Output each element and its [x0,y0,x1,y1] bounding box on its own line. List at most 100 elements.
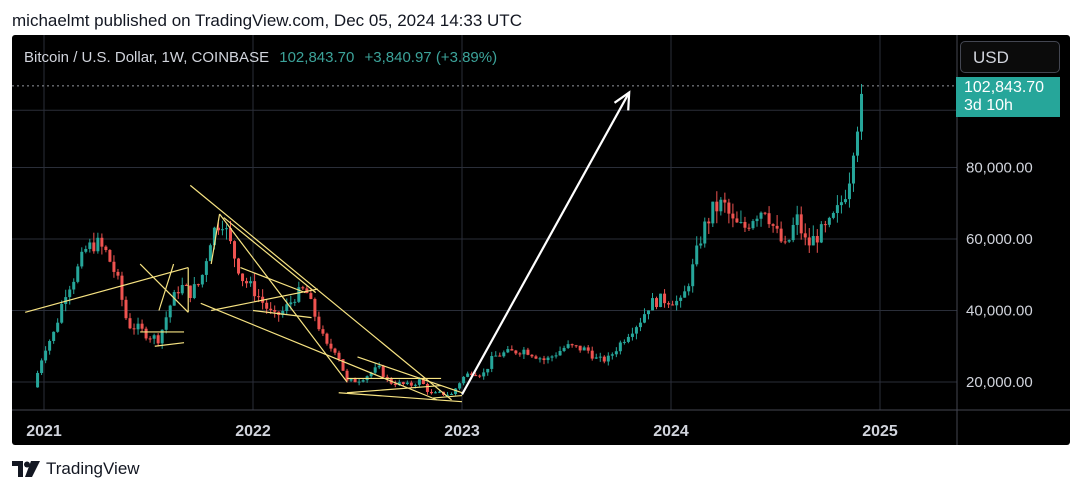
candle-body [634,327,638,334]
candle-body [156,335,160,344]
trendline [200,302,438,401]
trendline [432,394,463,399]
candle-body [638,322,642,328]
candle-body [590,350,594,359]
candle-body [550,356,554,358]
trendline [347,384,442,394]
candle-body [667,303,671,305]
candle-body [598,356,602,358]
candle-body [851,155,855,184]
candle-body [180,284,184,294]
candle-body [148,338,152,340]
candle-body [192,284,196,299]
candle-body [703,221,707,244]
candle-body [265,302,269,309]
candle-body [614,351,618,355]
candle-body [253,281,257,297]
candle-body [763,212,767,214]
candle-body [795,214,799,225]
candle-body [574,345,578,347]
candle-body [373,367,377,373]
candle-body [237,258,241,274]
candle-body [707,221,711,224]
candle-body [100,237,104,247]
candle-body [413,384,417,386]
candle-body [490,356,494,369]
chart-title: Bitcoin / U.S. Dollar, 1W, COINBASE 102,… [24,49,497,66]
candle-body [345,370,349,381]
candle-body [843,199,847,203]
candle-body [357,381,361,383]
candle-body [56,322,60,332]
candle-body [622,341,626,343]
publish-info: michaelmt published on TradingView.com, … [12,11,522,30]
trendline [139,263,189,313]
trendline [240,267,306,294]
candle-body [204,261,208,275]
candle-body [361,380,365,382]
candle-body [317,316,321,330]
candle-body [558,350,562,356]
candle-body [683,291,687,298]
candle-body [321,329,325,334]
candle-body [506,349,510,353]
candle-body [618,342,622,352]
trendline [154,342,185,347]
price-change: +3,840.97 (+3.89%) [364,49,498,66]
candle-body [659,293,663,308]
currency-selector-button[interactable]: USD [960,41,1060,73]
candle-body [353,379,357,383]
candle-body [735,218,739,223]
trendline [189,184,452,401]
projection-arrow-shaft [461,91,631,396]
candle-body [397,382,401,386]
candle-body [815,236,819,243]
candle-body [502,352,506,357]
candle-body [691,264,695,287]
candle-body [446,394,450,396]
candle-body [759,212,763,219]
candle-body [510,349,514,351]
candle-body [92,242,96,252]
candle-body [160,329,164,344]
candle-body [803,233,807,238]
candle-body [385,376,389,379]
candle-body [44,350,48,361]
candle-body [630,333,634,337]
candle-body [245,281,249,284]
trendline [210,213,221,265]
candle-body [606,355,610,362]
candle-body [249,281,253,284]
candle-body [534,356,538,359]
candle-body [791,224,795,241]
y-tick-label: 40,000.00 [966,303,1033,320]
candle-body [349,379,353,381]
candle-body [377,365,381,368]
candle-body [562,347,566,351]
candle-body [269,308,273,311]
candle-body [337,352,341,360]
price-tag-countdown: 3d 10h [964,97,1013,114]
candle-body [325,333,329,344]
candle-body [208,245,212,262]
candle-body [293,301,297,303]
candle-body [301,287,305,289]
chart-area[interactable]: 20,000.00 40,000.00 60,000.00 80,000.00 2021… [12,35,1070,445]
candle-body [68,289,72,298]
trendline [223,217,317,294]
tradingview-logo[interactable]: TradingView [12,459,140,479]
candle-body [743,221,747,228]
candle-body [470,373,474,376]
candle-body [739,221,743,223]
candlestick-chart[interactable]: 20,000.00 40,000.00 60,000.00 80,000.00 2021… [12,35,1070,445]
tradingview-logo-icon [12,461,40,477]
candle-body [811,236,815,246]
candle-body [200,274,204,285]
candle-body [140,323,144,329]
candle-body [787,240,791,242]
candle-body [679,297,683,301]
x-tick-label: 2022 [235,423,271,440]
candle-body [695,245,699,265]
symbol-title: Bitcoin / U.S. Dollar, 1W, COINBASE [24,49,270,66]
candle-body [116,271,120,276]
